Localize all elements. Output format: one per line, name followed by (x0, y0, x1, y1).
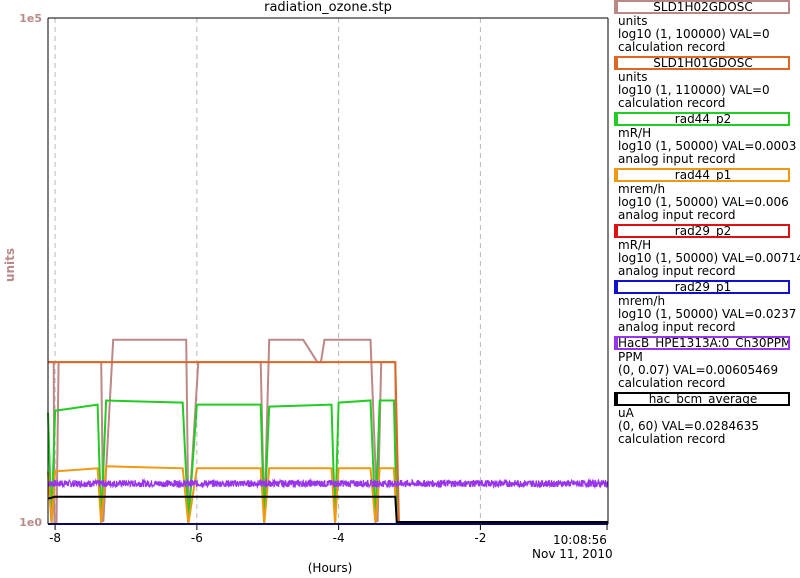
legend-entry[interactable]: rad29_p1 mrem/h log10 (1, 50000) VAL=0.023… (614, 280, 800, 336)
legend-series-name[interactable]: rad44_p1 (614, 168, 790, 182)
series-line-sld1h01gdosc (48, 361, 608, 523)
legend-entry[interactable]: rad44_p1 mrem/h log10 (1, 50000) VAL=0.006… (614, 168, 800, 224)
legend-record: analog input record (618, 264, 736, 278)
legend-entry[interactable]: hac_bcm_average uA (0, 60) VAL=0.0284635 ca… (614, 392, 800, 448)
series-line-hac-bcm-average (47, 495, 608, 523)
legend-series-name[interactable]: SLD1H01GDOSC (614, 56, 790, 70)
x-tick-label: -8 (49, 531, 62, 545)
legend-record: analog input record (618, 208, 736, 222)
legend-record: calculation record (618, 96, 726, 110)
legend-series-name[interactable]: SLD1H02GDOSC (614, 0, 790, 14)
legend-range: (0, 60) VAL=0.0284635 (618, 419, 759, 433)
legend-record: analog input record (618, 320, 736, 334)
legend[interactable]: SLD1H02GDOSC units log10 (1, 100000) VAL=0… (614, 0, 800, 448)
legend-entry[interactable]: rad44_p2 mR/H log10 (1, 50000) VAL=0.0003 a… (614, 112, 800, 168)
legend-entry[interactable]: SLD1H01GDOSC units log10 (1, 110000) VAL=0… (614, 56, 800, 112)
series-line-rad44-p1 (47, 465, 608, 525)
x-tick-label: -2 (474, 531, 487, 545)
y-tick-label-bottom: 1e0 (19, 516, 42, 529)
legend-entry[interactable]: SLD1H02GDOSC units log10 (1, 100000) VAL=0… (614, 0, 800, 56)
legend-series-name[interactable]: rad44_p2 (614, 112, 790, 126)
legend-units: PPM (618, 350, 643, 364)
plot-title: radiation_ozone.stp (264, 0, 392, 15)
legend-units: units (618, 14, 648, 28)
legend-units: mrem/h (618, 182, 666, 196)
series-line-sld1h02gdosc (48, 338, 608, 523)
legend-range: log10 (1, 100000) VAL=0 (618, 27, 770, 41)
legend-entry[interactable]: rad29_p2 mR/H log10 (1, 50000) VAL=0.00714… (614, 224, 800, 280)
legend-range: log10 (1, 50000) VAL=0.006 (618, 195, 789, 209)
grid-lines (54, 18, 481, 524)
series-layer (47, 338, 609, 525)
legend-units: uA (618, 406, 634, 420)
plot-frame (47, 17, 609, 530)
legend-range: log10 (1, 50000) VAL=0.0237 (618, 307, 797, 321)
legend-range: log10 (1, 50000) VAL=0.00714 (618, 251, 800, 265)
legend-units: mrem/h (618, 294, 666, 308)
legend-range: log10 (1, 110000) VAL=0 (618, 83, 770, 97)
legend-record: calculation record (618, 40, 726, 54)
x-tick-label: -4 (332, 531, 345, 545)
legend-units: mR/H (618, 238, 652, 252)
legend-range: (0, 0.07) VAL=0.00605469 (618, 363, 779, 377)
legend-units: mR/H (618, 126, 652, 140)
legend-series-name[interactable]: rad29_p2 (614, 224, 790, 238)
legend-units: units (618, 70, 648, 84)
x-tick-label: -6 (190, 531, 203, 545)
legend-record: calculation record (618, 376, 726, 390)
series-line-hacb-hpe1313a-0-ch30ppm (47, 477, 609, 490)
legend-record: calculation record (618, 432, 726, 446)
legend-range: log10 (1, 50000) VAL=0.0003 (618, 139, 797, 153)
series-line-rad44-p2 (47, 399, 608, 525)
x-end-date-label: Nov 11, 2010 (532, 547, 613, 561)
x-end-time-label: 10:08:56 (553, 533, 607, 547)
legend-entry[interactable]: HacB_HPE1313A:0_Ch30PPM PPM (0, 0.07) VAL=… (614, 336, 800, 392)
legend-series-name[interactable]: HacB_HPE1313A:0_Ch30PPM (614, 336, 790, 350)
legend-series-name[interactable]: hac_bcm_average (614, 392, 790, 406)
legend-record: analog input record (618, 152, 736, 166)
x-axis-label: (Hours) (307, 561, 353, 575)
chart-plot-area[interactable] (0, 0, 612, 578)
y-tick-label-top: 1e5 (19, 12, 42, 25)
legend-series-name[interactable]: rad29_p1 (614, 280, 790, 294)
